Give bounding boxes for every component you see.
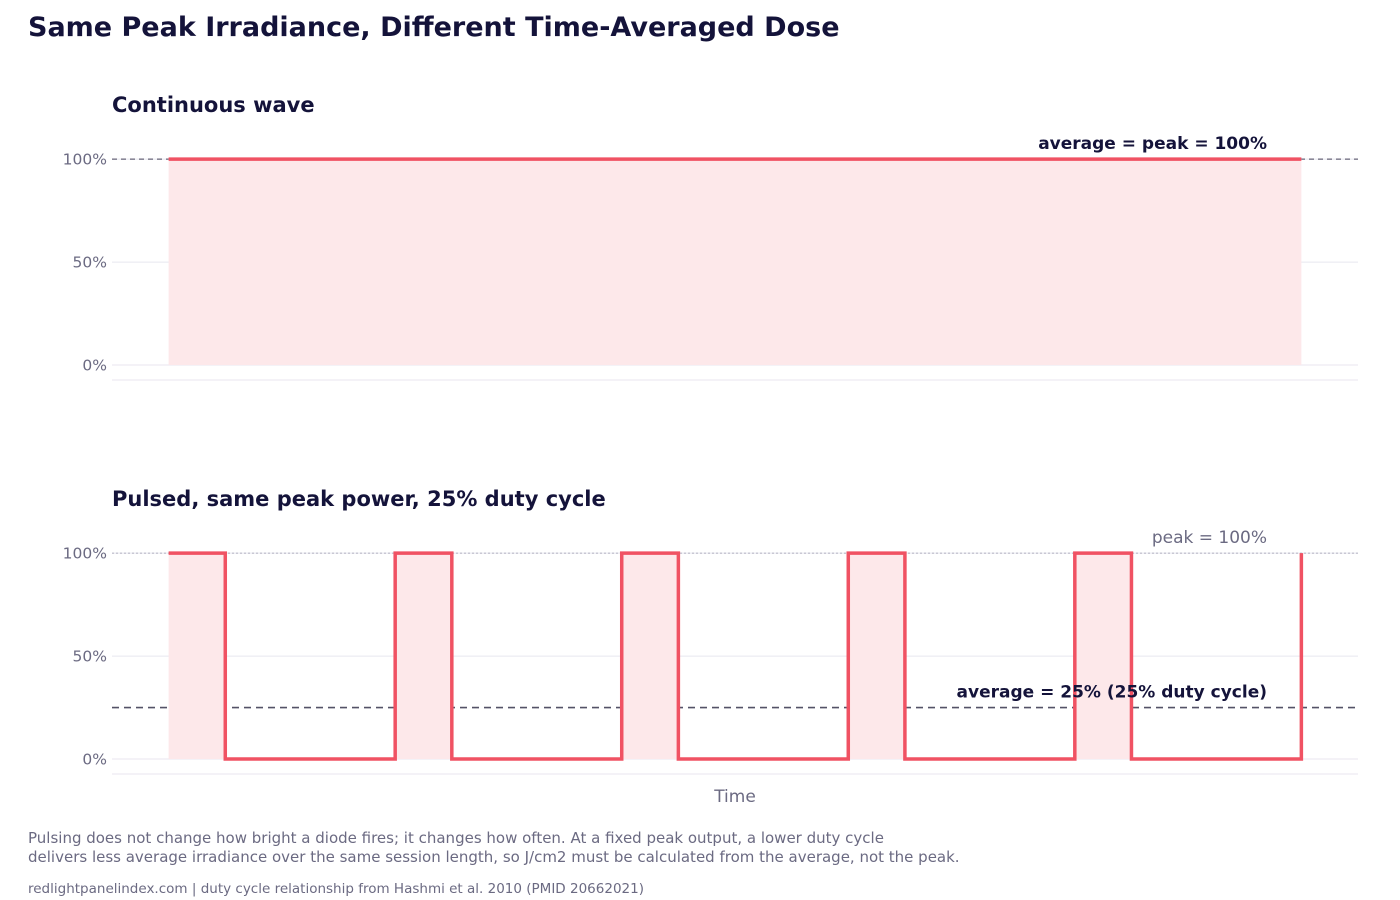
chart-title: Same Peak Irradiance, Different Time-Ave… — [28, 12, 840, 43]
signal-line — [168, 551, 1304, 761]
panel-title: Continuous wave — [112, 93, 315, 117]
signal-area — [168, 159, 1302, 365]
y-tick-label: 50% — [73, 648, 107, 666]
x-axis-label: Time — [713, 787, 756, 807]
reference-line-label: peak = 100% — [1152, 528, 1267, 548]
y-tick-label: 0% — [82, 751, 107, 769]
y-tick-label: 0% — [82, 357, 107, 375]
footer-note-line-1: Pulsing does not change how bright a dio… — [28, 829, 884, 847]
reference-line-label: average = 25% (25% duty cycle) — [957, 683, 1267, 703]
reference-line-label: average = peak = 100% — [1038, 134, 1267, 154]
panel-title: Pulsed, same peak power, 25% duty cycle — [112, 487, 606, 511]
y-tick-label: 50% — [73, 254, 107, 272]
source-credit: redlightpanelindex.com | duty cycle rela… — [28, 881, 644, 897]
footer-note-line-2: delivers less average irradiance over th… — [28, 848, 960, 866]
y-tick-label: 100% — [63, 151, 107, 169]
y-tick-label: 100% — [63, 545, 107, 563]
